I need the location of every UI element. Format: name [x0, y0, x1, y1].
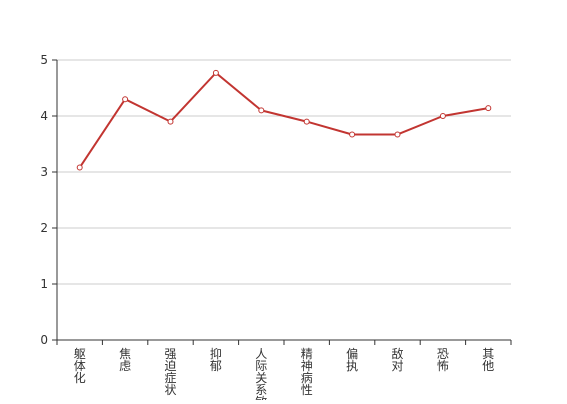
data-point — [258, 107, 265, 114]
tick-labels: 0 1 2 3 4 5 躯体化 焦虑 强迫症状 抑郁 人际关系敏感 精神病性 偏执 敌对 恐怖 其他 — [40, 53, 494, 404]
y-tick-label: 0 — [40, 333, 48, 347]
data-point — [439, 113, 446, 119]
series-layer — [76, 69, 492, 171]
x-tick-label: 人际关系敏感 — [255, 347, 267, 400]
x-tick-label: 偏执 — [346, 346, 358, 373]
data-point — [303, 118, 310, 125]
x-tick-label: 躯体化 — [74, 346, 86, 385]
x-tick-label: 强迫症状 — [164, 347, 176, 397]
data-point — [485, 105, 492, 112]
x-tick-label: 焦虑 — [119, 347, 131, 373]
x-tick-label: 敌对 — [391, 346, 403, 373]
y-tick-label: 2 — [40, 221, 48, 235]
data-point — [167, 118, 174, 125]
data-point — [394, 131, 401, 138]
x-tick-label: 抑郁 — [210, 346, 222, 373]
axes — [52, 59, 512, 345]
x-tick-label: 恐怖 — [437, 347, 449, 373]
y-tick-label: 3 — [40, 165, 48, 179]
data-point — [76, 164, 83, 171]
data-point — [122, 96, 129, 103]
data-point — [212, 69, 219, 76]
y-tick-label: 4 — [40, 109, 48, 123]
y-tick-label: 5 — [40, 53, 48, 67]
grid-lines — [57, 59, 511, 285]
data-point — [349, 131, 356, 138]
y-tick-label: 1 — [40, 277, 48, 291]
x-tick-label: 其他 — [482, 347, 494, 373]
x-tick-label: 精神病性 — [301, 347, 313, 397]
series-line — [78, 71, 489, 169]
